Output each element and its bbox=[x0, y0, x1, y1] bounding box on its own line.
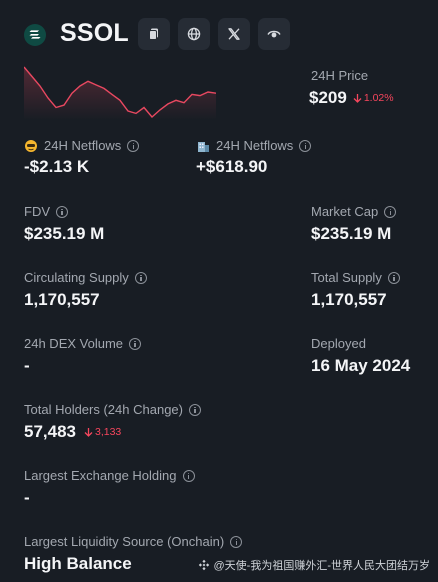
binance-diamond-icon bbox=[198, 559, 209, 571]
market-cap-label-text: Market Cap bbox=[311, 204, 379, 219]
largest-liquidity-label-text: Largest Liquidity Source (Onchain) bbox=[24, 534, 225, 549]
website-button[interactable] bbox=[178, 18, 210, 50]
netflow-whale-value: -$2.13 K bbox=[24, 157, 90, 176]
dex-volume-label: 24h DEX Volume bbox=[24, 336, 142, 351]
circulating-supply-value: 1,170,557 bbox=[24, 290, 100, 309]
token-logo-icon bbox=[29, 30, 41, 39]
netflow-building-label: 24H Netflows bbox=[196, 138, 312, 153]
price-label: 24H Price bbox=[311, 68, 369, 83]
arrow-down-icon bbox=[353, 94, 362, 103]
circulating-supply-label-text: Circulating Supply bbox=[24, 270, 129, 285]
total-holders-label-text: Total Holders (24h Change) bbox=[24, 402, 183, 417]
copy-icon bbox=[149, 28, 158, 40]
largest-liquidity-label: Largest Liquidity Source (Onchain) bbox=[24, 534, 243, 549]
building-emoji-icon bbox=[196, 139, 210, 153]
globe-icon bbox=[187, 27, 201, 41]
netflow-building-value: +$618.90 bbox=[196, 157, 268, 176]
largest-liquidity-value: High Balance bbox=[24, 554, 132, 573]
watermark-text: @天使-我为祖国赚外汇-世界人民大团结万岁 bbox=[213, 560, 431, 572]
info-icon[interactable] bbox=[188, 403, 201, 416]
deployed-value: 16 May 2024 bbox=[311, 356, 411, 375]
x-twitter-icon bbox=[228, 28, 240, 40]
largest-exchange-value: - bbox=[24, 488, 30, 507]
netflow-building-text: 24H Netflows bbox=[216, 138, 294, 153]
total-supply-label-text: Total Supply bbox=[311, 270, 382, 285]
total-holders-value: 57,483 bbox=[24, 422, 76, 441]
info-icon[interactable] bbox=[56, 205, 68, 218]
token-logo bbox=[24, 24, 46, 46]
fdv-label: FDV bbox=[24, 204, 68, 219]
watermark: @天使-我为祖国赚外汇-世界人民大团结万岁 bbox=[198, 557, 431, 573]
info-icon[interactable] bbox=[182, 469, 195, 482]
arrow-down-icon bbox=[84, 428, 93, 437]
circulating-supply-label: Circulating Supply bbox=[24, 270, 147, 285]
whale-emoji-icon bbox=[24, 139, 38, 153]
largest-exchange-label-text: Largest Exchange Holding bbox=[24, 468, 177, 483]
price-sparkline bbox=[24, 66, 216, 120]
fdv-value: $235.19 M bbox=[24, 224, 105, 243]
token-name: SSOL bbox=[60, 19, 129, 47]
info-icon[interactable] bbox=[134, 271, 147, 284]
info-icon[interactable] bbox=[387, 271, 400, 284]
watch-button[interactable] bbox=[258, 18, 290, 50]
total-supply-label: Total Supply bbox=[311, 270, 400, 285]
price-row: $209 1.02% bbox=[309, 88, 394, 108]
netflow-whale-label: 24H Netflows bbox=[24, 138, 140, 153]
total-holders-row: 57,483 3,133 bbox=[24, 422, 121, 442]
sparkline-area bbox=[24, 67, 216, 120]
fdv-label-text: FDV bbox=[24, 204, 50, 219]
info-icon[interactable] bbox=[299, 139, 312, 152]
market-cap-label: Market Cap bbox=[311, 204, 397, 219]
dex-volume-value: - bbox=[24, 356, 30, 375]
netflow-whale-text: 24H Netflows bbox=[44, 138, 122, 153]
copy-button[interactable] bbox=[138, 18, 170, 50]
holders-change: 3,133 bbox=[84, 426, 121, 438]
total-supply-value: 1,170,557 bbox=[311, 290, 387, 309]
deployed-label: Deployed bbox=[311, 336, 366, 351]
largest-exchange-label: Largest Exchange Holding bbox=[24, 468, 195, 483]
holders-change-value: 3,133 bbox=[95, 426, 122, 438]
price-value: $209 bbox=[309, 88, 347, 107]
x-twitter-button[interactable] bbox=[218, 18, 250, 50]
price-change: 1.02% bbox=[353, 92, 394, 104]
info-icon[interactable] bbox=[127, 139, 140, 152]
info-icon[interactable] bbox=[230, 535, 243, 548]
price-change-value: 1.02% bbox=[363, 92, 394, 104]
eye-icon bbox=[267, 30, 281, 38]
info-icon[interactable] bbox=[384, 205, 397, 218]
total-holders-label: Total Holders (24h Change) bbox=[24, 402, 201, 417]
dex-volume-label-text: 24h DEX Volume bbox=[24, 336, 124, 351]
sparkline-line bbox=[24, 66, 216, 119]
info-icon[interactable] bbox=[129, 337, 142, 350]
market-cap-value: $235.19 M bbox=[311, 224, 392, 243]
